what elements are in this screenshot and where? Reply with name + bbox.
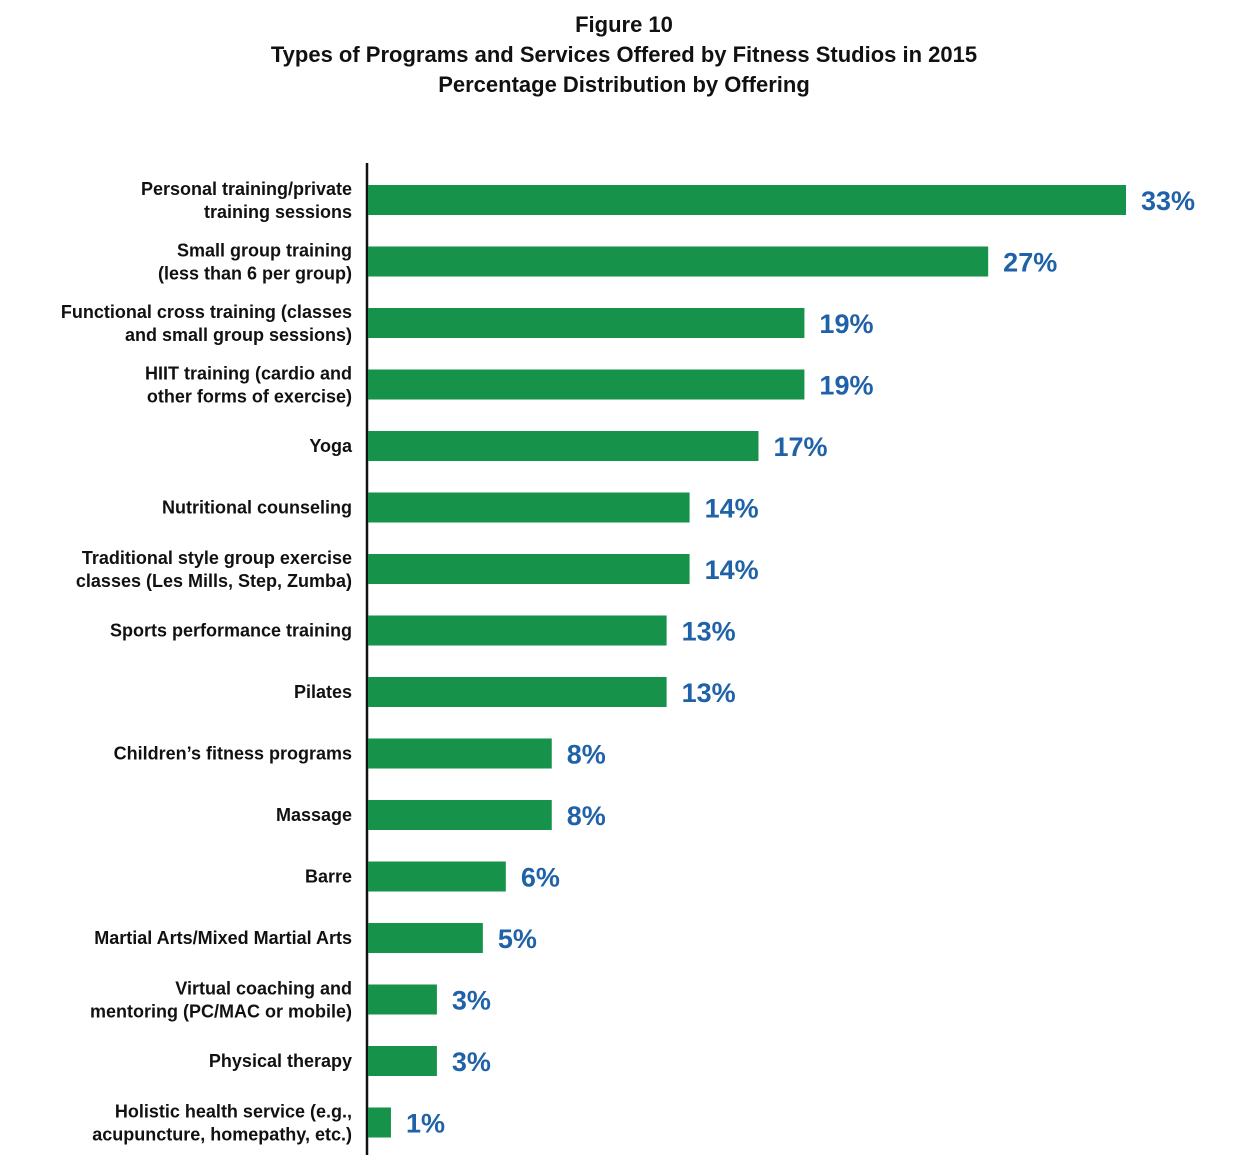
category-label-4: Yoga xyxy=(309,436,353,456)
category-label-15-line-2: acupuncture, homepathy, etc.) xyxy=(92,1125,352,1145)
value-label-10: 8% xyxy=(567,801,606,831)
category-label-14: Physical therapy xyxy=(209,1051,352,1071)
chart-subtitle-line-2: Percentage Distribution by Offering xyxy=(438,72,810,97)
category-label-3-line-1: HIIT training (cardio and xyxy=(145,364,352,384)
bar-5 xyxy=(368,492,690,523)
bar-3 xyxy=(368,369,805,400)
bar-6 xyxy=(368,554,690,584)
category-label-3-line-2: other forms of exercise) xyxy=(147,387,352,407)
value-label-1: 27% xyxy=(1003,248,1057,278)
value-label-0: 33% xyxy=(1141,186,1195,216)
category-label-13-line-2: mentoring (PC/MAC or mobile) xyxy=(90,1002,352,1022)
chart-titles: Figure 10 Types of Programs and Services… xyxy=(0,10,1240,100)
value-label-13: 3% xyxy=(452,986,491,1016)
bar-4 xyxy=(368,431,759,461)
value-label-5: 14% xyxy=(705,494,759,524)
value-label-3: 19% xyxy=(819,371,873,401)
category-label-8: Pilates xyxy=(294,682,352,702)
bar-15 xyxy=(368,1107,391,1138)
category-label-1-line-1: Small group training xyxy=(177,241,352,261)
bar-10 xyxy=(368,800,552,830)
bar-8 xyxy=(368,677,667,707)
category-label-0-line-1: Personal training/private xyxy=(141,179,352,199)
value-label-2: 19% xyxy=(819,309,873,339)
chart-title: Figure 10 xyxy=(575,12,673,37)
category-label-9: Children’s fitness programs xyxy=(114,744,352,764)
category-label-11: Barre xyxy=(305,867,352,887)
bar-11 xyxy=(368,861,506,892)
value-label-4: 17% xyxy=(773,432,827,462)
bar-1 xyxy=(368,246,989,277)
bar-13 xyxy=(368,984,437,1015)
value-label-7: 13% xyxy=(682,617,736,647)
category-label-12: Martial Arts/Mixed Martial Arts xyxy=(94,928,352,948)
category-label-13-line-1: Virtual coaching and xyxy=(175,979,352,999)
category-label-0-line-2: training sessions xyxy=(204,202,352,222)
bar-14 xyxy=(368,1046,437,1076)
value-label-9: 8% xyxy=(567,740,606,770)
category-label-6-line-2: classes (Les Mills, Step, Zumba) xyxy=(76,571,352,591)
bar-12 xyxy=(368,923,483,953)
category-label-7: Sports performance training xyxy=(110,621,352,641)
bar-0 xyxy=(368,185,1126,215)
category-label-15-line-1: Holistic health service (e.g., xyxy=(115,1102,352,1122)
bar-2 xyxy=(368,308,805,338)
category-label-2-line-2: and small group sessions) xyxy=(125,325,352,345)
category-label-10: Massage xyxy=(276,805,352,825)
value-label-12: 5% xyxy=(498,924,537,954)
category-label-2-line-1: Functional cross training (classes xyxy=(61,302,352,322)
category-label-6-line-1: Traditional style group exercise xyxy=(82,548,352,568)
category-label-5: Nutritional counseling xyxy=(162,498,352,518)
value-label-15: 1% xyxy=(406,1109,445,1139)
value-label-11: 6% xyxy=(521,863,560,893)
bar-7 xyxy=(368,615,667,646)
chart-subtitle-line-1: Types of Programs and Services Offered b… xyxy=(270,42,978,67)
category-label-1-line-2: (less than 6 per group) xyxy=(158,264,352,284)
value-label-8: 13% xyxy=(682,678,736,708)
value-label-14: 3% xyxy=(452,1047,491,1077)
value-label-6: 14% xyxy=(705,555,759,585)
bar-9 xyxy=(368,738,552,769)
